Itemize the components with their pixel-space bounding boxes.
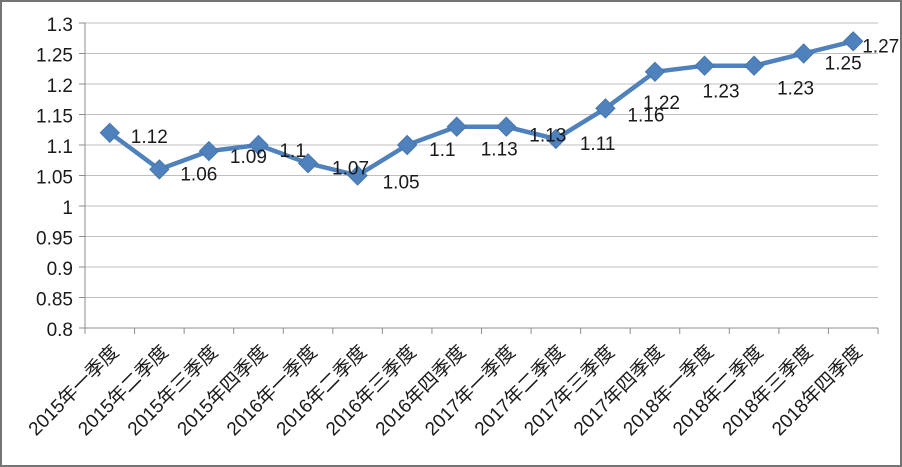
data-label: 1.23 [703,82,740,103]
data-label: 1.06 [180,164,217,185]
data-point-marker [248,134,269,156]
data-point-marker [99,122,120,144]
data-label: 1.07 [332,158,369,179]
y-tick-label: 1.1 [47,137,73,158]
data-label: 1.27 [862,36,899,57]
data-point-marker [644,61,666,83]
data-label: 1.13 [481,140,518,161]
data-point-marker [595,98,616,119]
data-point-marker [793,43,814,64]
data-point-marker [446,116,467,137]
y-tick-label: 1.25 [36,46,73,67]
data-point-marker [297,153,319,174]
data-label: 1.13 [529,126,566,147]
data-point-marker [496,116,517,137]
y-tick-label: 1.2 [47,76,73,97]
y-tick-label: 1.05 [36,168,73,189]
y-tick-label: 1 [62,198,73,219]
data-point-marker [149,159,170,180]
data-label: 1.05 [383,173,420,194]
y-tick-label: 0.95 [36,229,73,250]
data-point-marker [198,140,220,162]
data-label: 1.16 [627,105,664,126]
data-label: 1.1 [279,141,305,162]
y-tick-label: 0.8 [47,320,73,341]
y-tick-label: 1.3 [47,15,73,36]
data-label: 1.23 [777,79,814,100]
data-point-marker [545,128,567,150]
data-label: 1.1 [429,140,455,161]
data-label: 1.25 [825,54,862,75]
y-tick-label: 0.9 [47,259,73,280]
data-point-marker [347,165,368,186]
data-point-marker [743,55,765,76]
y-tick-label: 1.15 [36,107,73,128]
data-label: 1.09 [230,147,267,168]
data-label: 1.12 [131,127,168,148]
data-point-marker [843,31,864,52]
series-line [107,39,856,178]
data-point-marker [396,134,418,156]
data-label: 1.11 [580,134,616,155]
data-label: 1.22 [643,93,680,114]
y-tick-label: 0.85 [36,290,73,311]
data-point-marker [694,55,715,76]
